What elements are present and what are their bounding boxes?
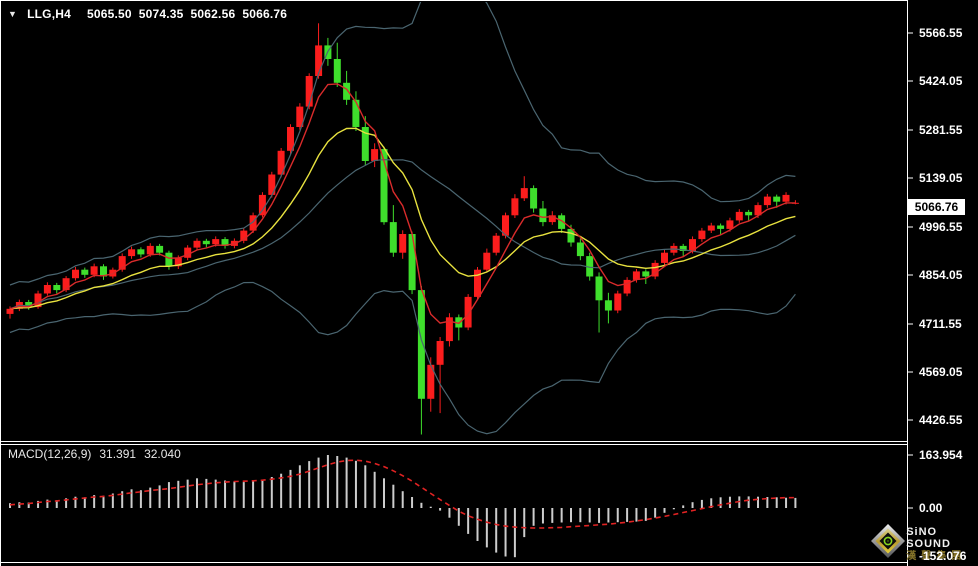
sino-sound-logo-icon	[871, 524, 905, 558]
axis-tick-marks	[907, 32, 913, 557]
main-chart-panel[interactable]	[2, 2, 906, 440]
macd-signal-value: 32.040	[144, 447, 181, 461]
chart-title-bar: ▼ LLG,H4 5065.50 5074.35 5062.56 5066.76	[8, 7, 287, 21]
current-price-badge: 5066.76	[908, 199, 965, 215]
macd-title: MACD(12,26,9) 31.391 32.040	[8, 447, 181, 461]
macd-plot[interactable]	[9, 455, 797, 558]
ohlc-open: 5065.50	[86, 7, 132, 21]
logo-name: SiNO SOUND	[906, 526, 951, 550]
ohlc-close: 5066.76	[242, 7, 288, 21]
main-price-plot[interactable]	[6, 0, 799, 435]
panel-borders	[0, 0, 908, 566]
macd-axis-label-min: -152.076	[919, 549, 967, 563]
ohlc-low: 5062.56	[190, 7, 236, 21]
price-axis-label: 5139.05	[919, 171, 963, 185]
symbol-dropdown-icon[interactable]: ▼	[8, 9, 18, 19]
price-axis-label: 4426.55	[919, 413, 963, 427]
price-axis-label: 4854.05	[919, 268, 963, 282]
price-axis-label: 4569.05	[919, 365, 963, 379]
price-axis-label: 5566.55	[919, 26, 963, 40]
sino-sound-logo: SiNO SOUND 漢聲集團	[868, 522, 978, 563]
macd-indicator-panel[interactable]	[2, 444, 906, 562]
macd-axis-label-zero: 0.00	[919, 501, 943, 515]
ohlc-high: 5074.35	[138, 7, 184, 21]
macd-main-value: 31.391	[99, 447, 137, 461]
logo-chinese-name: 漢聲集團	[906, 551, 967, 562]
price-axis-label: 5281.55	[919, 123, 963, 137]
price-axis-label: 4711.55	[919, 317, 962, 331]
macd-label: MACD(12,26,9)	[8, 447, 92, 461]
macd-axis-label-max: 163.954	[919, 448, 963, 462]
symbol-period-label: LLG,H4	[27, 7, 71, 21]
price-axis-label: 5424.05	[919, 74, 963, 88]
price-axis-label: 4996.55	[919, 220, 963, 234]
